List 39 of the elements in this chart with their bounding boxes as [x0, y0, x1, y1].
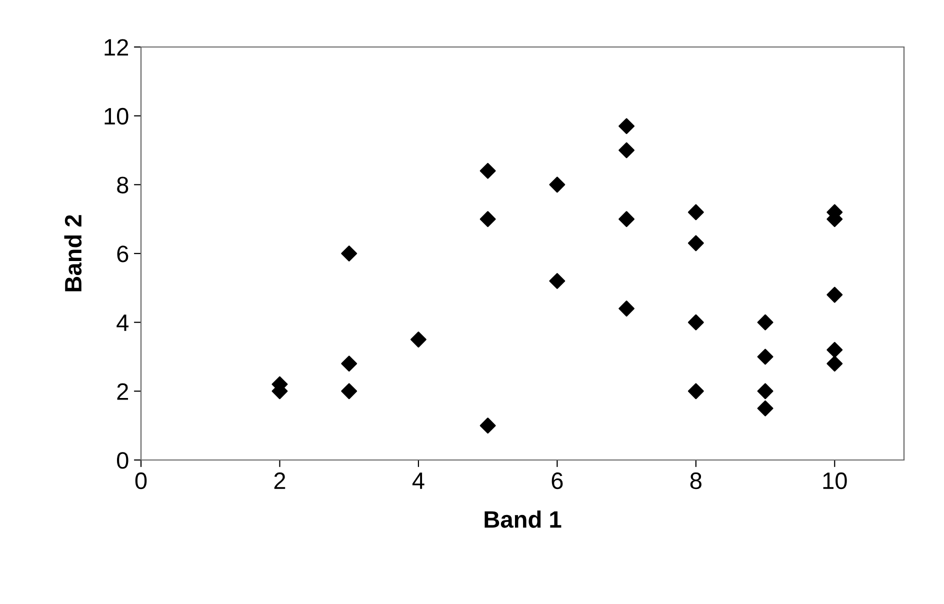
point — [826, 286, 843, 303]
y-tick-label: 4 — [116, 314, 129, 331]
point — [688, 314, 704, 330]
y-tick-label: 8 — [117, 176, 128, 194]
y-tick-label: 0 — [116, 452, 128, 469]
point — [757, 383, 774, 400]
y-axis-title: Band 2 — [64, 215, 82, 292]
point — [480, 211, 496, 228]
point — [688, 383, 704, 400]
point — [480, 162, 496, 179]
x-axis-title: Band 1 — [484, 510, 562, 528]
point — [341, 356, 358, 372]
point — [826, 356, 843, 372]
point — [618, 118, 635, 134]
point — [826, 342, 843, 358]
x-tick-label: 10 — [823, 472, 847, 490]
point — [341, 246, 358, 262]
point — [480, 418, 496, 434]
y-tick-label: 6 — [117, 246, 128, 262]
point — [618, 300, 635, 317]
point — [549, 273, 566, 290]
point — [757, 400, 774, 416]
point — [757, 314, 774, 330]
x-tick-label: 0 — [135, 472, 147, 490]
point — [757, 348, 774, 365]
point — [618, 142, 635, 158]
x-tick-label: 4 — [412, 472, 424, 489]
point — [549, 176, 566, 193]
x-tick-label: 6 — [552, 472, 563, 490]
y-tick-label: 2 — [117, 383, 128, 400]
x-tick-label: 8 — [690, 472, 702, 490]
x-tick-label: 2 — [274, 472, 286, 489]
point — [618, 211, 635, 228]
y-tick-label: 12 — [104, 39, 128, 56]
point — [688, 235, 704, 252]
point — [688, 204, 704, 220]
y-tick-label: 10 — [104, 108, 128, 125]
point — [410, 332, 426, 348]
point — [341, 383, 358, 400]
